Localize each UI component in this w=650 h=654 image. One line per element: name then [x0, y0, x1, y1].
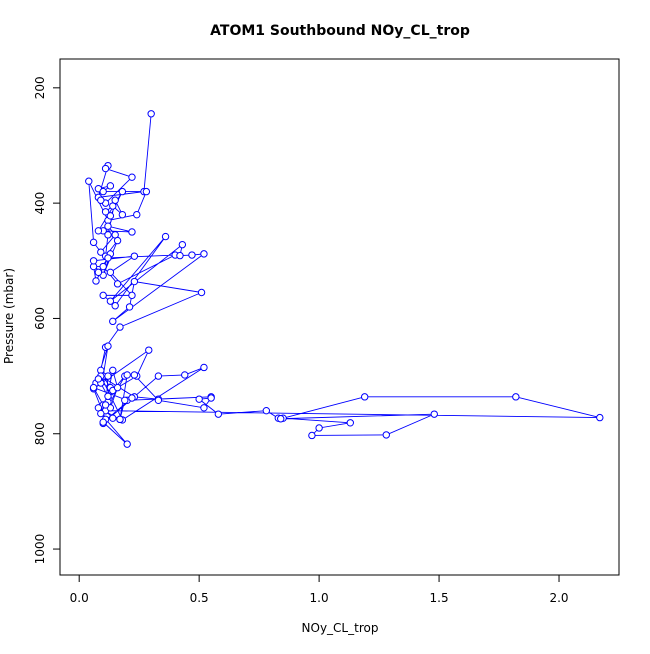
- data-point: [101, 164, 110, 173]
- data-point: [207, 394, 215, 402]
- data-point: [181, 371, 189, 379]
- data-point: [111, 302, 119, 310]
- data-point: [430, 410, 438, 418]
- data-point: [94, 268, 103, 277]
- data-point: [147, 110, 155, 118]
- data-point: [99, 262, 107, 271]
- data-point: [109, 414, 117, 422]
- plot-frame: [59, 58, 620, 576]
- data-point: [97, 196, 105, 204]
- data-point: [130, 252, 139, 260]
- data-point: [106, 212, 115, 220]
- data-point: [130, 277, 139, 286]
- data-point: [113, 236, 122, 245]
- data-point: [94, 375, 103, 383]
- data-point: [92, 277, 100, 285]
- data-point: [308, 431, 316, 440]
- series-line: [88, 113, 600, 445]
- data-point: [200, 363, 208, 372]
- x-tick-label: 1.0: [310, 591, 329, 605]
- data-point: [104, 392, 112, 400]
- data-point: [262, 406, 271, 415]
- data-point: [101, 401, 110, 409]
- x-tick-label: 1.5: [430, 591, 449, 605]
- data-point: [145, 346, 153, 354]
- plot-area: [59, 58, 620, 576]
- data-point: [104, 342, 112, 350]
- data-point: [277, 415, 285, 423]
- data-point: [197, 288, 206, 297]
- x-tick-label: 0.0: [70, 591, 89, 605]
- data-point: [111, 196, 119, 204]
- data-point: [106, 297, 115, 305]
- data-point: [118, 210, 127, 219]
- data-point: [125, 303, 134, 311]
- data-point: [101, 208, 110, 216]
- data-point: [113, 383, 122, 392]
- data-point: [360, 393, 369, 401]
- data-point: [89, 238, 98, 247]
- data-point: [200, 404, 208, 412]
- data-point: [382, 431, 390, 439]
- data-point: [116, 323, 124, 331]
- x-tick-label: 0.5: [190, 591, 209, 605]
- data-point: [123, 440, 131, 448]
- data-point: [200, 250, 208, 258]
- data-point: [128, 228, 136, 236]
- data-point: [104, 222, 112, 230]
- data-point: [154, 372, 163, 380]
- data-point: [94, 227, 103, 235]
- y-tick-label: 800: [33, 422, 47, 445]
- data-point: [214, 410, 223, 418]
- y-axis-label: Pressure (mbar): [2, 268, 16, 364]
- data-point: [118, 187, 127, 196]
- data-point: [106, 182, 115, 190]
- y-tick-label: 1000: [33, 534, 47, 565]
- data-point: [113, 280, 122, 288]
- data-point: [104, 254, 112, 262]
- x-tick-label: 2.0: [549, 591, 568, 605]
- data-point: [85, 177, 93, 185]
- data-point: [346, 419, 354, 427]
- data-point: [176, 251, 184, 260]
- data-point: [97, 248, 105, 256]
- data-point: [109, 366, 117, 375]
- y-tick-label: 400: [33, 192, 47, 215]
- y-tick-label: 200: [33, 76, 47, 99]
- data-point: [89, 383, 98, 392]
- data-point: [596, 413, 604, 422]
- data-point: [512, 393, 520, 401]
- data-point: [154, 396, 163, 405]
- data-point: [99, 418, 107, 426]
- y-axis: 200 400 600 800 1000: [33, 76, 60, 564]
- data-point: [104, 231, 112, 239]
- data-point: [142, 187, 151, 196]
- data-point: [128, 394, 136, 402]
- data-point: [109, 317, 117, 326]
- chart-title: ATOM1 Southbound NOy_CL_trop: [210, 23, 470, 39]
- data-point: [195, 395, 203, 403]
- y-tick-label: 600: [33, 307, 47, 330]
- data-point: [161, 232, 170, 241]
- data-point: [99, 187, 107, 196]
- data-point: [106, 268, 115, 277]
- x-axis-label: NOy_CL_trop: [302, 621, 379, 635]
- data-point: [99, 291, 107, 300]
- data-point: [116, 415, 124, 424]
- data-point: [178, 240, 187, 249]
- data-point: [121, 396, 129, 405]
- data-point: [130, 371, 139, 379]
- data-point: [133, 210, 141, 219]
- data-point: [97, 409, 105, 418]
- data-point: [128, 291, 136, 300]
- data-point: [128, 173, 136, 181]
- data-point: [123, 371, 131, 379]
- data-point: [315, 424, 323, 432]
- data-point: [188, 251, 196, 259]
- data-point: [89, 257, 98, 265]
- x-axis: 0.0 0.5 1.0 1.5 2.0: [70, 575, 569, 605]
- data-point: [104, 372, 112, 380]
